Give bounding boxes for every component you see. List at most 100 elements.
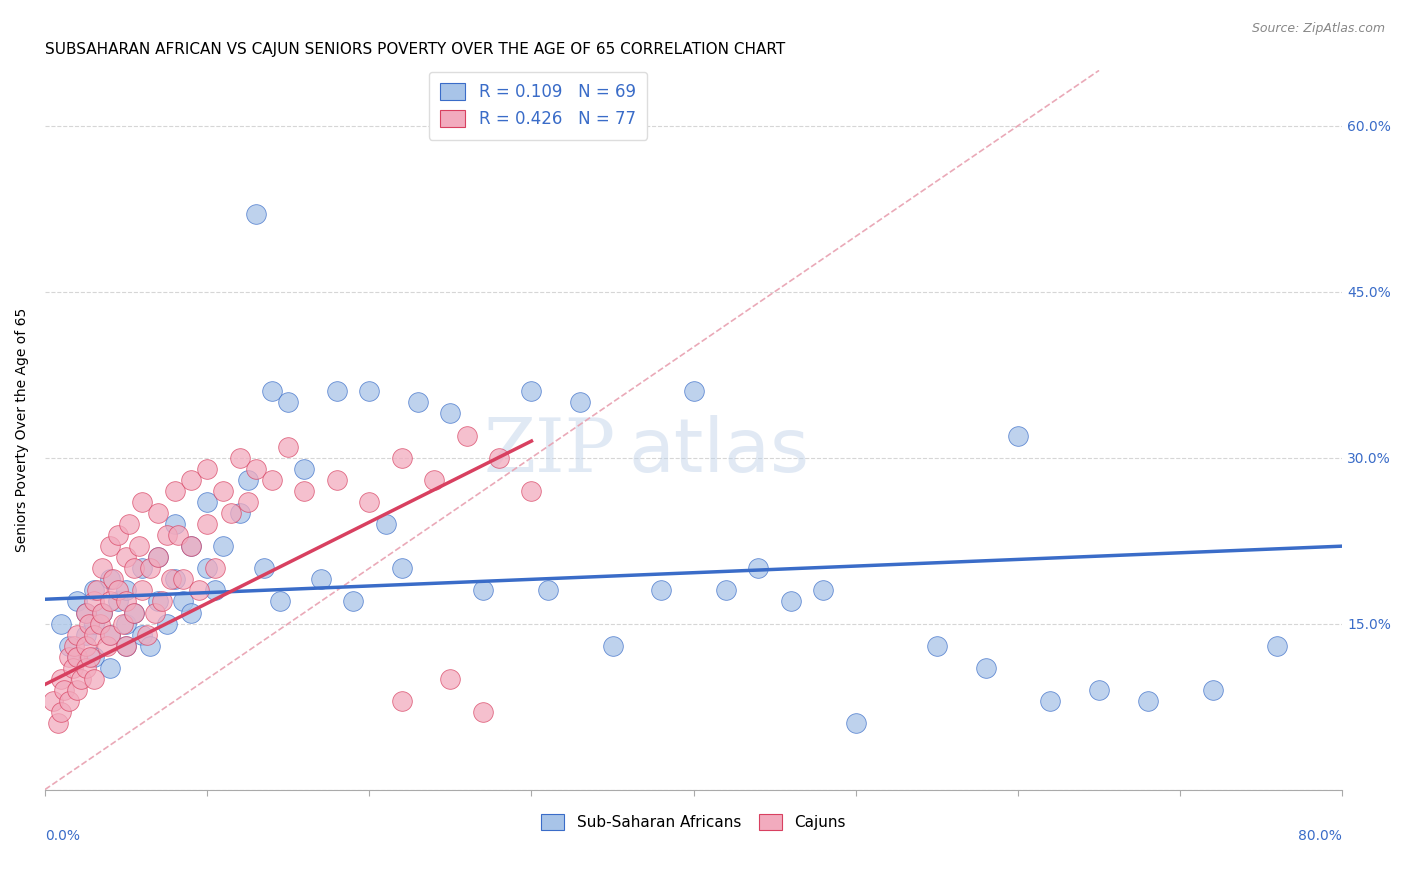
Point (456, 428, 478, 442)
Point (122, 561, 145, 575)
Point (423, 473, 446, 487)
Point (148, 506, 170, 520)
Point (228, 450, 250, 465)
Point (260, 473, 283, 487)
Point (66, 649, 89, 664)
Point (374, 516, 396, 531)
Point (714, 583, 737, 598)
Point (83, 672, 105, 686)
Point (75, 661, 97, 675)
Point (115, 583, 138, 598)
Point (155, 528, 177, 542)
Point (98, 539, 121, 553)
Point (228, 506, 250, 520)
Point (46, 716, 69, 731)
Point (260, 384, 283, 399)
Point (569, 395, 592, 409)
Point (269, 594, 291, 608)
Point (391, 450, 413, 465)
Point (62, 661, 84, 675)
Point (128, 539, 150, 553)
Point (195, 495, 218, 509)
Point (163, 516, 186, 531)
Point (107, 528, 129, 542)
Point (180, 606, 202, 620)
Point (148, 550, 170, 565)
Point (342, 594, 364, 608)
Point (471, 583, 494, 598)
Point (98, 594, 121, 608)
Point (155, 616, 177, 631)
Point (150, 594, 173, 608)
Point (89, 616, 111, 631)
Point (98, 627, 121, 641)
Point (131, 561, 153, 575)
Point (107, 594, 129, 608)
Point (122, 606, 145, 620)
Point (75, 606, 97, 620)
Point (90, 561, 112, 575)
Point (75, 606, 97, 620)
Point (83, 627, 105, 641)
Point (277, 395, 299, 409)
Point (51, 705, 73, 719)
Point (66, 649, 89, 664)
Point (212, 539, 235, 553)
Point (195, 516, 218, 531)
Point (236, 495, 259, 509)
Point (107, 583, 129, 598)
Point (520, 384, 543, 399)
Point (163, 483, 186, 498)
Point (195, 561, 218, 575)
Point (66, 627, 89, 641)
Point (682, 384, 704, 399)
Point (53, 683, 76, 698)
Point (172, 572, 194, 586)
Point (180, 539, 202, 553)
Point (115, 639, 138, 653)
Point (488, 450, 510, 465)
Point (1267, 639, 1289, 653)
Point (180, 539, 202, 553)
Point (115, 594, 138, 608)
Point (69, 672, 91, 686)
Point (148, 594, 170, 608)
Point (83, 594, 105, 608)
Point (974, 661, 997, 675)
Point (51, 616, 73, 631)
Point (96, 639, 118, 653)
Y-axis label: Seniors Poverty Over the Age of 65: Seniors Poverty Over the Age of 65 (15, 308, 30, 552)
Point (277, 440, 299, 454)
Point (188, 583, 211, 598)
Point (86, 583, 108, 598)
Point (439, 406, 461, 420)
Point (1039, 694, 1062, 708)
Point (63, 639, 86, 653)
Point (294, 483, 316, 498)
Point (204, 561, 226, 575)
Point (98, 572, 121, 586)
Point (66, 683, 89, 698)
Point (58, 639, 80, 653)
Point (537, 583, 560, 598)
Point (326, 384, 349, 399)
Point (83, 616, 105, 631)
Point (309, 572, 332, 586)
Point (111, 616, 134, 631)
Point (294, 461, 316, 475)
Point (359, 495, 381, 509)
Point (77, 616, 100, 631)
Point (136, 627, 159, 641)
Point (98, 661, 121, 675)
Point (83, 583, 105, 598)
Point (115, 639, 138, 653)
Point (391, 694, 413, 708)
Point (131, 583, 153, 598)
Text: 0.0%: 0.0% (45, 829, 80, 843)
Legend: Sub-Saharan Africans, Cajuns: Sub-Saharan Africans, Cajuns (533, 805, 855, 839)
Point (131, 627, 153, 641)
Point (845, 716, 868, 731)
Point (221, 506, 243, 520)
Point (167, 528, 190, 542)
Point (66, 594, 89, 608)
